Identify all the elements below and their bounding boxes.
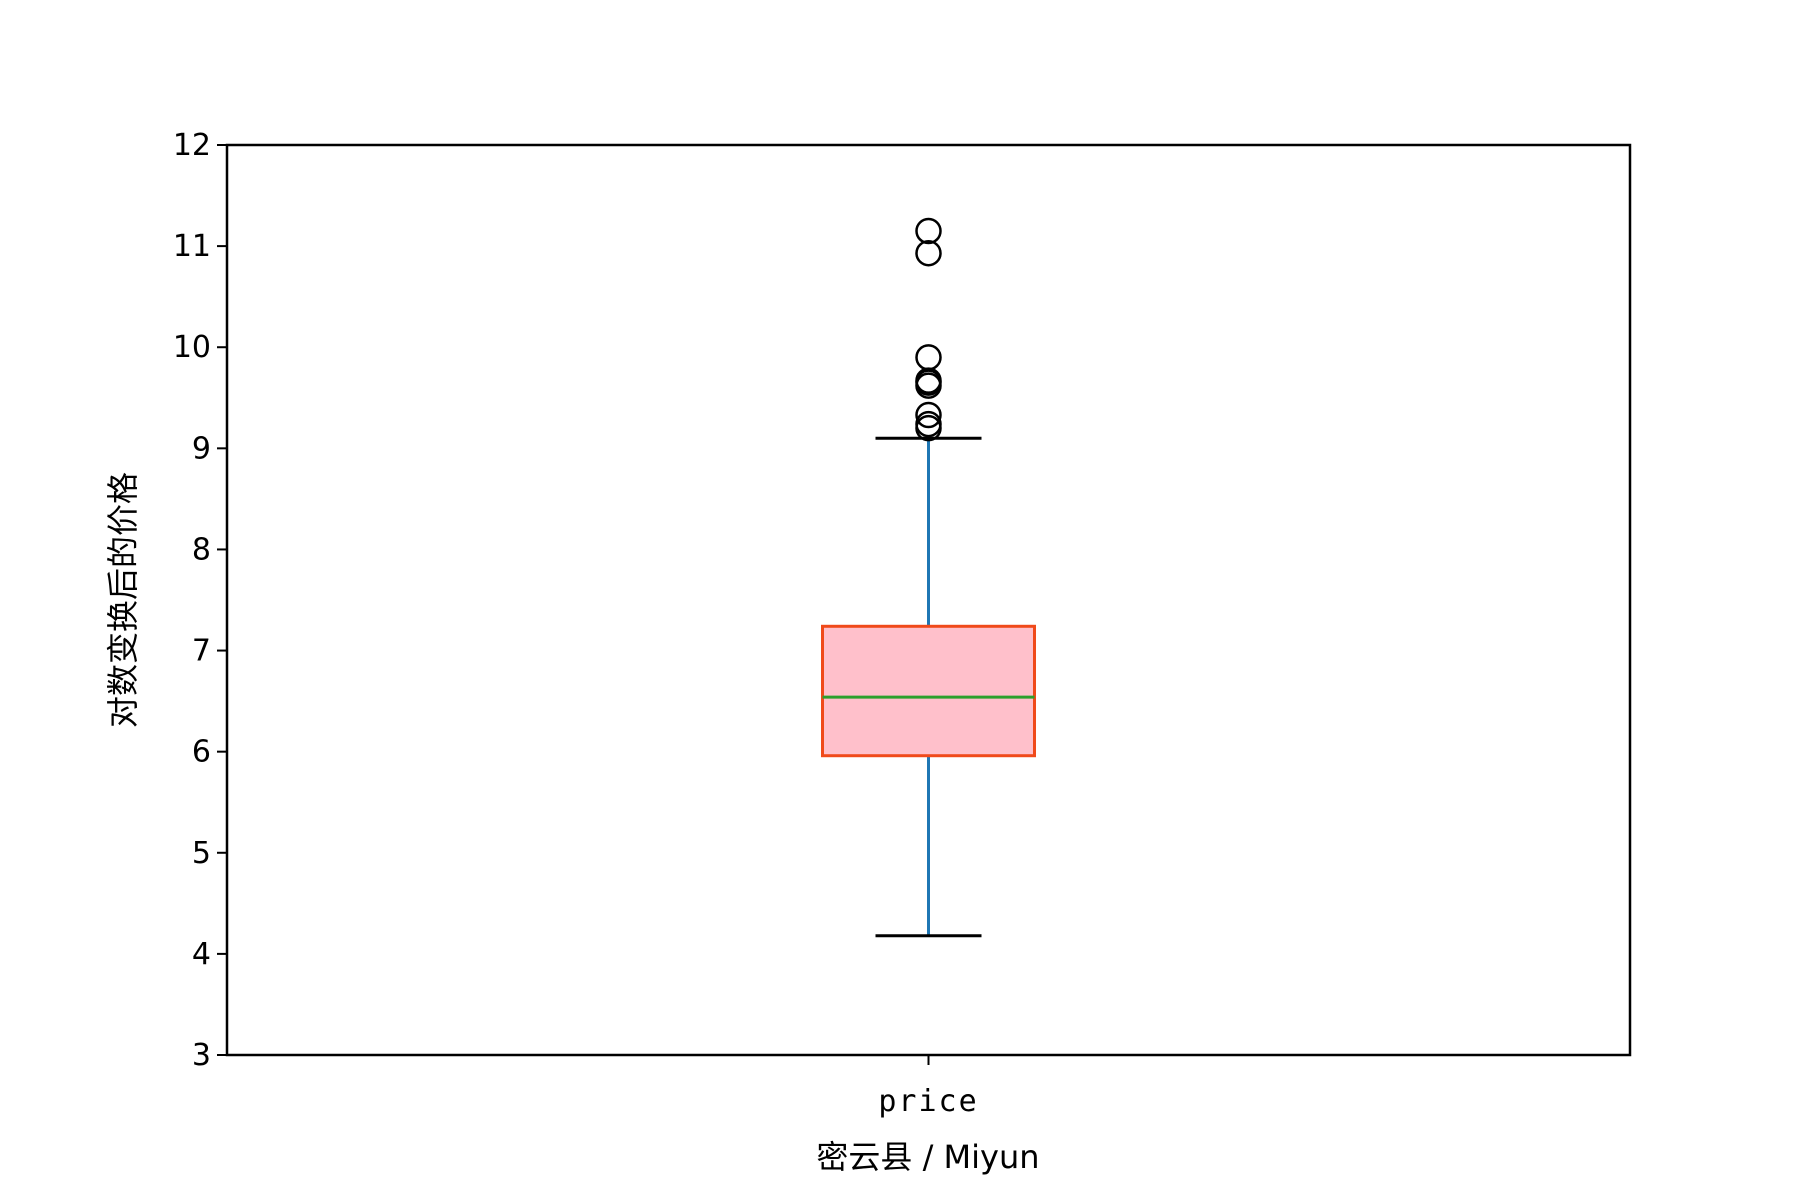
y-tick-label: 10 bbox=[173, 330, 211, 365]
iqr-box bbox=[821, 624, 1036, 758]
x-axis-label: 密云县 / Miyun bbox=[816, 1138, 1039, 1176]
y-tick-label: 5 bbox=[192, 836, 211, 871]
y-tick-label: 12 bbox=[173, 128, 211, 163]
outlier-point bbox=[915, 217, 942, 245]
y-tick-label: 8 bbox=[192, 532, 211, 567]
y-tick-label: 6 bbox=[192, 735, 211, 770]
outlier-point bbox=[915, 367, 942, 394]
y-axis-label: 对数变换后的价格 bbox=[104, 472, 142, 728]
outlier-point bbox=[915, 410, 942, 438]
y-tick-label: 3 bbox=[192, 1038, 211, 1073]
y-tick-label: 11 bbox=[173, 229, 211, 264]
y-tick-label: 4 bbox=[192, 937, 211, 972]
outlier-point bbox=[915, 401, 942, 429]
outlier-point bbox=[915, 239, 942, 267]
y-tick-label: 9 bbox=[192, 431, 211, 466]
y-tick-label: 7 bbox=[192, 634, 211, 669]
x-tick-label: price bbox=[878, 1084, 978, 1119]
outlier-point bbox=[915, 344, 942, 371]
